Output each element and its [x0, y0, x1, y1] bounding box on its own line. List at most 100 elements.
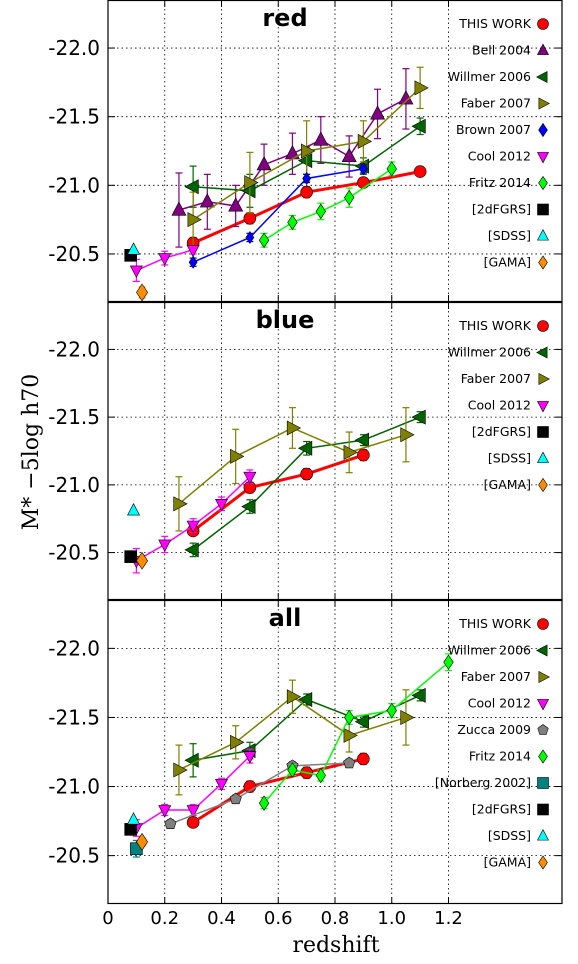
data-point: [127, 242, 141, 255]
data-point: [124, 550, 137, 563]
legend-label: [SDSS]: [488, 828, 531, 843]
legend-label: [2dFGRS]: [472, 802, 531, 817]
y-tick-label: -22.0: [48, 636, 100, 660]
legend-marker: [538, 855, 548, 870]
series--gama-: [136, 283, 149, 302]
panel-red: -22.0 -21.5 -21.0 -20.5 red THIS WORK Bell 200…: [48, 0, 563, 303]
series--2dfgrs-: [124, 823, 137, 836]
y-tick-label: -21.0: [48, 473, 100, 497]
data-point: [297, 440, 313, 456]
data-point: [243, 471, 257, 485]
data-point: [315, 767, 326, 784]
legend-label: Cool 2012: [468, 149, 531, 164]
data-point: [357, 752, 370, 766]
data-point: [173, 496, 188, 512]
legend-label: Faber 2007: [461, 96, 531, 111]
data-point: [241, 499, 256, 515]
legend-label: Faber 2007: [461, 371, 531, 386]
legend-marker: [537, 18, 549, 30]
data-point: [357, 448, 370, 462]
data-point: [301, 143, 316, 159]
data-point: [315, 203, 326, 220]
legend-marker: [537, 829, 549, 841]
data-point: [344, 189, 355, 206]
series-line: [192, 168, 364, 263]
data-point: [184, 542, 199, 558]
data-point: [136, 832, 149, 851]
data-point: [357, 133, 373, 149]
legend-label: Willmer 2006: [448, 643, 531, 658]
legend-label: THIS WORK: [458, 616, 532, 631]
data-point: [414, 80, 429, 96]
legend-label: Cool 2012: [468, 398, 531, 413]
legend-label: Willmer 2006: [448, 345, 531, 360]
data-point: [359, 162, 368, 176]
legend-marker: [538, 255, 548, 270]
legend-label: Fritz 2014: [469, 175, 531, 190]
legend-label: THIS WORK: [458, 16, 532, 31]
data-point: [127, 812, 141, 825]
data-point: [411, 118, 426, 134]
y-tick-label: -21.5: [48, 405, 100, 429]
data-point: [344, 709, 355, 726]
data-point: [286, 420, 302, 436]
series--sdss-: [127, 812, 141, 825]
series-willmer-2006: [184, 687, 426, 778]
panel-blue: -22.0 -21.5 -21.0 -20.5 blue THIS WORK Willmer…: [48, 301, 563, 601]
legend-label: Brown 2007: [456, 122, 531, 137]
legend-label: [GAMA]: [484, 477, 531, 492]
data-point: [300, 467, 313, 481]
series-bell-2004: [171, 68, 414, 248]
data-point: [186, 805, 200, 818]
data-point: [297, 691, 313, 707]
data-point: [343, 727, 358, 743]
legend-marker: [536, 346, 548, 359]
data-point: [386, 161, 397, 177]
data-point: [354, 714, 369, 730]
data-point: [173, 762, 188, 778]
legend: THIS WORK Willmer 2006 Faber 2007 Cool 2012…: [435, 616, 550, 870]
legend-label: Fritz 2014: [469, 749, 531, 764]
data-point: [357, 176, 370, 189]
legend-label: [2dFGRS]: [472, 424, 531, 439]
data-point: [186, 520, 200, 534]
x-tick-label: 0: [102, 908, 113, 929]
data-point: [171, 201, 187, 216]
series-cool-2012: [129, 469, 257, 574]
legend-label: Willmer 2006: [448, 69, 531, 84]
data-point: [400, 709, 415, 725]
legend-label: [Norberg 2002]: [435, 775, 531, 790]
data-point: [124, 823, 137, 836]
legend-label: [GAMA]: [484, 255, 531, 270]
data-point: [287, 762, 298, 778]
series-line: [263, 661, 449, 804]
series-brown-2007: [188, 162, 368, 269]
y-tick-label: -20.5: [48, 242, 100, 266]
legend-label: [GAMA]: [484, 855, 531, 870]
panel-title: red: [262, 4, 307, 32]
series-line: [192, 453, 364, 533]
legend-marker: [537, 320, 549, 332]
data-point: [341, 147, 357, 163]
series--gama-: [136, 832, 149, 851]
x-axis-label: redshift: [292, 933, 379, 958]
legend: THIS WORK Willmer 2006 Faber 2007 Cool 2012…: [448, 318, 550, 493]
legend-marker: [537, 699, 549, 711]
legend-marker: [537, 229, 549, 241]
data-point: [370, 105, 386, 120]
legend-marker: [538, 175, 548, 191]
data-point: [215, 499, 228, 512]
data-point: [244, 175, 259, 191]
legend-marker: [537, 203, 549, 216]
y-tick-label: -22.0: [48, 36, 100, 60]
series-line: [192, 416, 421, 551]
legend-marker: [537, 426, 549, 438]
data-point: [313, 131, 329, 146]
x-tick-label: 0.4: [207, 908, 236, 929]
data-point: [343, 756, 356, 769]
x-tick-label: 1.2: [434, 908, 463, 929]
legend-marker: [538, 671, 550, 683]
y-tick-label: -21.0: [48, 173, 100, 197]
y-tick-label: -21.5: [48, 105, 100, 129]
data-point: [297, 153, 313, 169]
